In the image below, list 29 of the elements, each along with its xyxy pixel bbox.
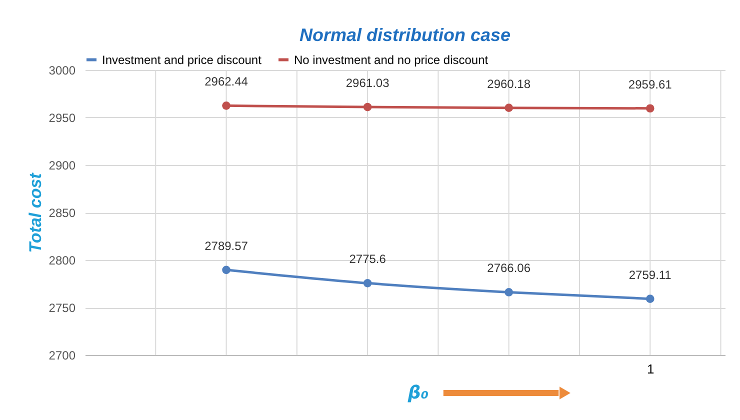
data-label: 2766.06	[487, 261, 531, 276]
chart-title: Normal distribution case	[299, 25, 511, 45]
point	[504, 104, 514, 112]
data-label: 2961.03	[346, 76, 390, 90]
data-label: 2962.44	[204, 74, 248, 89]
y-tick-label: 3000	[48, 64, 76, 78]
point	[363, 279, 372, 288]
data-label: 2775.6	[349, 252, 386, 266]
y-tick-label: 2850	[48, 206, 76, 220]
data-label: 2959.61	[628, 77, 672, 92]
y-tick-label: 2750	[48, 301, 76, 315]
legend-label: Investment and price discount	[102, 52, 262, 67]
point	[646, 294, 654, 304]
point	[222, 102, 230, 110]
y-tick-label: 2700	[48, 348, 76, 362]
y-tick-label: 2800	[48, 254, 76, 268]
y-tick-label: 2950	[48, 111, 76, 125]
y-axis-title: Total cost	[26, 172, 45, 253]
data-label: 2789.57	[204, 238, 248, 253]
data-label: 2960.18	[487, 76, 531, 91]
point	[363, 102, 372, 112]
point	[646, 104, 654, 113]
y-tick-label: 2900	[48, 158, 76, 172]
point	[504, 288, 514, 296]
x-axis-title: β₀	[406, 382, 429, 404]
data-label: 2759.11	[628, 268, 672, 282]
legend-label: No investment and no price discount	[294, 52, 489, 67]
x-tick-label: 1	[647, 362, 654, 376]
point	[222, 266, 230, 274]
